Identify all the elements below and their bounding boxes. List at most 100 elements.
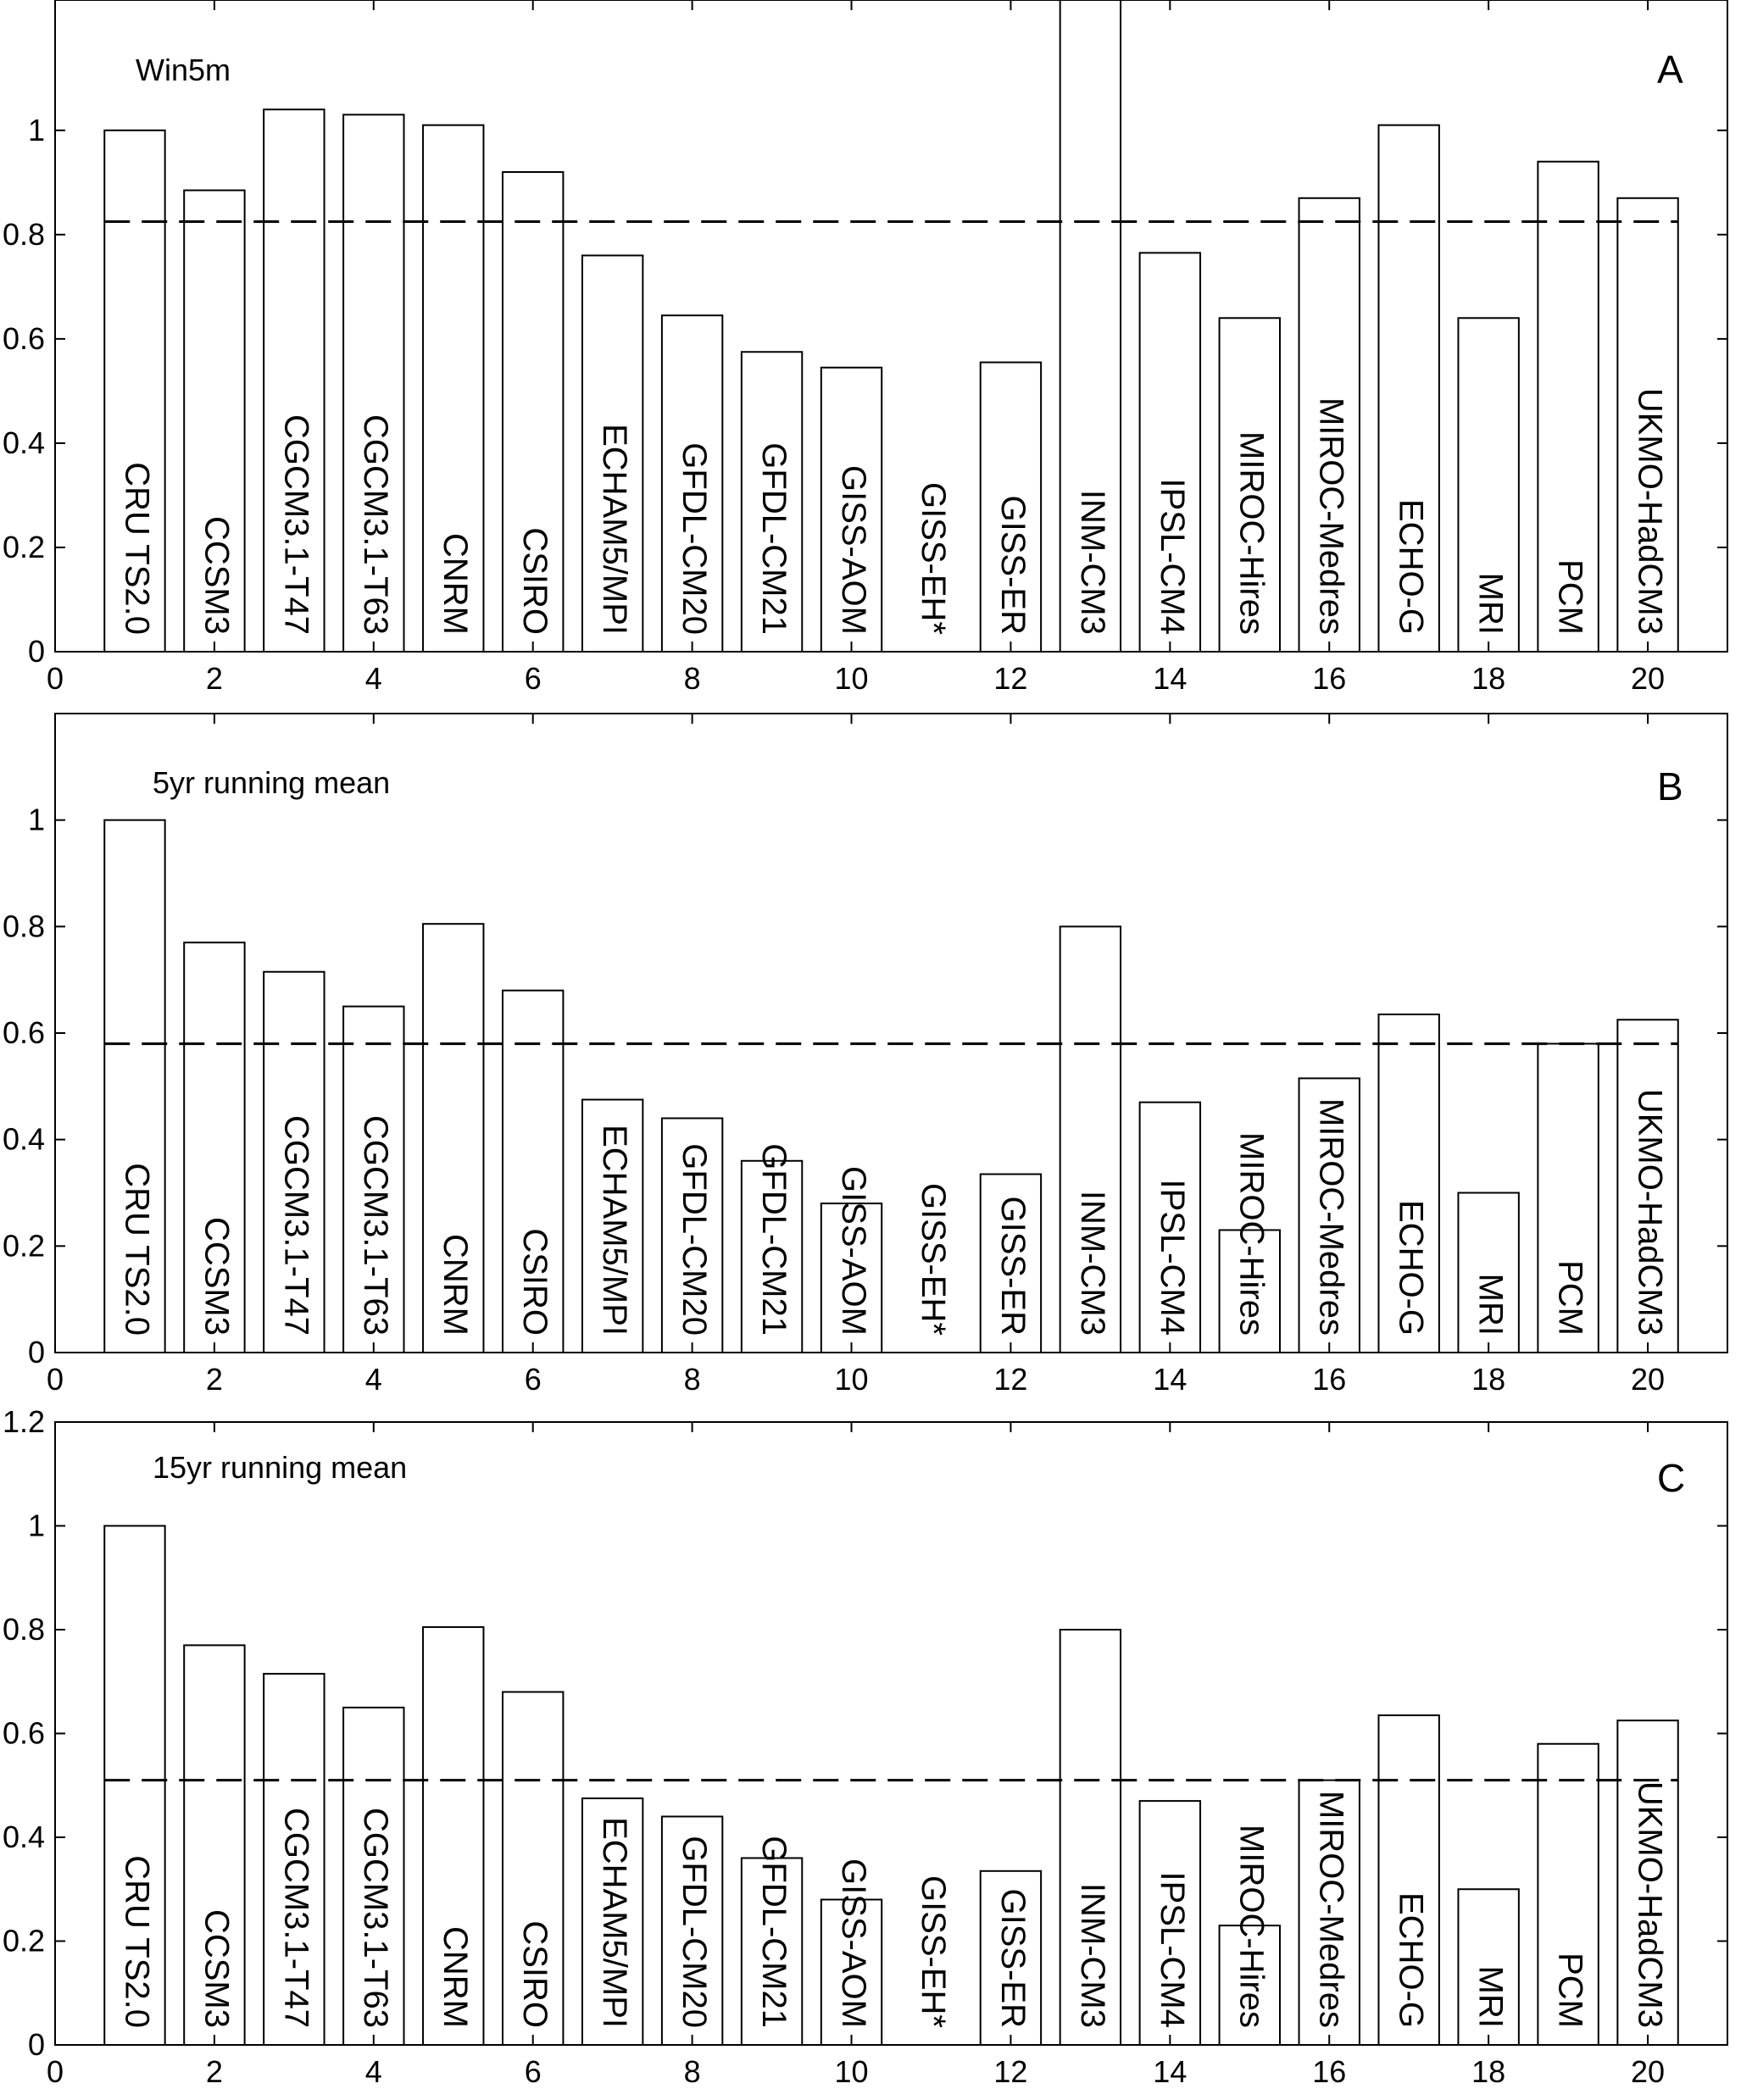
bar-label: CRU TS2.0 [118, 462, 155, 635]
bar [422, 1625, 485, 2046]
bar [502, 989, 565, 1353]
y-tick-label: 0.2 [3, 1924, 45, 1958]
bar-label: CNRM [437, 1234, 474, 1336]
y-tick-label: 0.6 [3, 321, 45, 356]
bar-label: GISS-AOM [835, 1858, 872, 2028]
x-tick-label: 16 [1312, 1362, 1346, 1397]
bar-label: CGCM3.1-T47 [277, 1115, 314, 1336]
y-tick-label: 0.6 [3, 1716, 45, 1751]
y-tick-label: 0 [28, 2027, 45, 2062]
bar [1138, 1101, 1202, 1354]
bar-label: MIROC-Hires [1233, 1132, 1271, 1336]
y-tick-label: 0.2 [3, 530, 45, 564]
y-tick-label: 0 [28, 634, 45, 669]
bar-label: INM-CM3 [1074, 490, 1111, 635]
bar-label: PCM [1552, 559, 1589, 635]
bar [820, 366, 883, 653]
bar [1218, 1925, 1281, 2046]
bar [1059, 0, 1122, 653]
bar-label: IPSL-CM4 [1154, 1872, 1191, 2029]
x-tick-label: 18 [1471, 661, 1505, 696]
x-tick-label: 12 [993, 661, 1027, 696]
x-tick-label: 10 [835, 1362, 869, 1397]
x-tick-label: 0 [47, 1362, 64, 1397]
bar-label: CGCM3.1-T47 [277, 1808, 314, 2028]
bar [1218, 1229, 1281, 1353]
bar-label: UKMO-HadCM3 [1631, 1089, 1668, 1336]
bar [1616, 1019, 1679, 1353]
bar [1616, 1719, 1679, 2046]
bar-label: ECHO-G [1393, 499, 1430, 635]
bar [581, 1797, 644, 2046]
bar-label: GFDL-CM21 [755, 1836, 793, 2028]
bar-label: GISS-ER [994, 1197, 1032, 1336]
y-tick-label: 0.8 [3, 908, 45, 943]
panel-letter: A [1657, 47, 1683, 92]
y-tick-label: 0.6 [3, 1015, 45, 1050]
axes-frame [54, 0, 1728, 653]
bar-label: GISS-ER [994, 1889, 1032, 2028]
bar [1537, 1742, 1599, 2046]
x-tick-label: 6 [525, 661, 542, 696]
panel-letter: C [1657, 1456, 1685, 1500]
bar [1218, 317, 1281, 653]
bar [581, 1098, 644, 1353]
y-tick-label: 0.4 [3, 1122, 45, 1157]
bar-label: MIROC-Hires [1233, 1825, 1271, 2028]
x-tick-label: 14 [1153, 661, 1187, 696]
bar [740, 351, 804, 653]
x-tick-label: 16 [1312, 2054, 1346, 2089]
bar [1138, 1800, 1202, 2046]
bar [1377, 1014, 1440, 1353]
bar-label: GISS-AOM [835, 1166, 872, 1336]
bar-label: CGCM3.1-T63 [357, 1808, 394, 2028]
bar [740, 1857, 804, 2046]
bar [183, 942, 246, 1354]
x-tick-label: 20 [1631, 661, 1665, 696]
x-tick-label: 18 [1471, 2054, 1505, 2089]
bar-label: CRU TS2.0 [118, 1163, 155, 1336]
bar [581, 254, 644, 653]
x-tick-label: 10 [835, 661, 869, 696]
bar-label: ECHAM5/MPI [596, 1125, 633, 1336]
y-tick-label: 0.8 [3, 217, 45, 252]
bar [740, 1159, 804, 1354]
bar [103, 819, 166, 1353]
bar-label: GFDL-CM20 [676, 1836, 713, 2028]
bar-label: MRI [1472, 573, 1510, 635]
bar-label: GISS-ER [994, 496, 1032, 635]
x-tick-label: 8 [684, 661, 701, 696]
panel-letter: B [1657, 764, 1683, 808]
x-tick-label: 14 [1153, 1362, 1187, 1397]
x-tick-label: 4 [365, 661, 382, 696]
bar [979, 1869, 1043, 2046]
bar-label: IPSL-CM4 [1154, 1180, 1191, 1336]
bar [263, 1673, 325, 2046]
bar [1377, 124, 1440, 653]
y-tick-label: 1 [28, 1508, 45, 1543]
bar-label: MIROC-Medres [1313, 397, 1350, 635]
x-tick-label: 6 [525, 1362, 542, 1397]
x-tick-label: 6 [525, 2054, 542, 2089]
bar [660, 1815, 724, 2046]
bar-label: CGCM3.1-T63 [357, 1115, 394, 1336]
bar [1059, 925, 1122, 1354]
bar-label: GFDL-CM20 [676, 1143, 713, 1336]
panel-title: 5yr running mean [153, 765, 390, 800]
panel-title: Win5m [136, 53, 231, 87]
bar [1537, 1042, 1599, 1353]
x-tick-label: 18 [1471, 1362, 1505, 1397]
bar-label: GISS-EH* [915, 482, 952, 635]
x-tick-label: 12 [993, 1362, 1027, 1397]
bar-label: CCSM3 [197, 1217, 235, 1336]
bar-label: INM-CM3 [1074, 1883, 1111, 2028]
bar-label: MRI [1472, 1274, 1510, 1336]
bar-label: MIROC-Medres [1313, 1791, 1350, 2028]
bar-label: ECHO-G [1393, 1892, 1430, 2028]
bar [103, 1525, 166, 2046]
bar-label: CCSM3 [197, 516, 235, 635]
y-tick-label: 0 [28, 1335, 45, 1369]
bar-label: MIROC-Hires [1233, 431, 1271, 635]
bar-label: MIROC-Medres [1313, 1098, 1350, 1336]
